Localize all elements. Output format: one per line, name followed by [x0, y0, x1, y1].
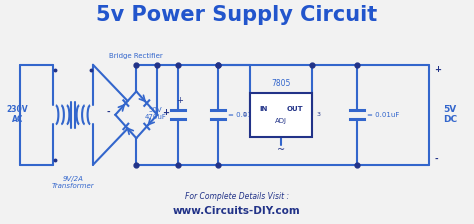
Text: Bridge Rectifier: Bridge Rectifier: [109, 53, 163, 59]
Text: 3: 3: [316, 112, 320, 117]
Text: For Complete Details Visit :: For Complete Details Visit :: [185, 192, 289, 201]
Text: +: +: [176, 96, 182, 105]
Text: OUT: OUT: [287, 106, 303, 112]
Text: +: +: [434, 65, 441, 74]
Text: +: +: [162, 108, 169, 116]
Bar: [250, 93, 312, 137]
Text: 5V
DC: 5V DC: [443, 105, 457, 125]
Text: ~: ~: [277, 145, 285, 155]
Text: = 0.01uF: = 0.01uF: [367, 112, 400, 118]
Text: 230V
AC: 230V AC: [7, 105, 28, 125]
Text: IN: IN: [259, 106, 267, 112]
Text: ADJ: ADJ: [275, 118, 287, 125]
Text: -: -: [107, 108, 110, 116]
Text: 9V/2A
Transformer: 9V/2A Transformer: [52, 176, 94, 189]
Text: -: -: [434, 155, 438, 164]
Text: = 0.01uF: = 0.01uF: [228, 112, 260, 118]
Text: www.Circuits-DIY.com: www.Circuits-DIY.com: [173, 206, 301, 216]
Text: 50V
470uF: 50V 470uF: [144, 107, 166, 120]
Text: 7805: 7805: [272, 79, 291, 88]
Text: 1: 1: [242, 112, 246, 117]
Text: 5v Power Supply Circuit: 5v Power Supply Circuit: [96, 5, 378, 25]
